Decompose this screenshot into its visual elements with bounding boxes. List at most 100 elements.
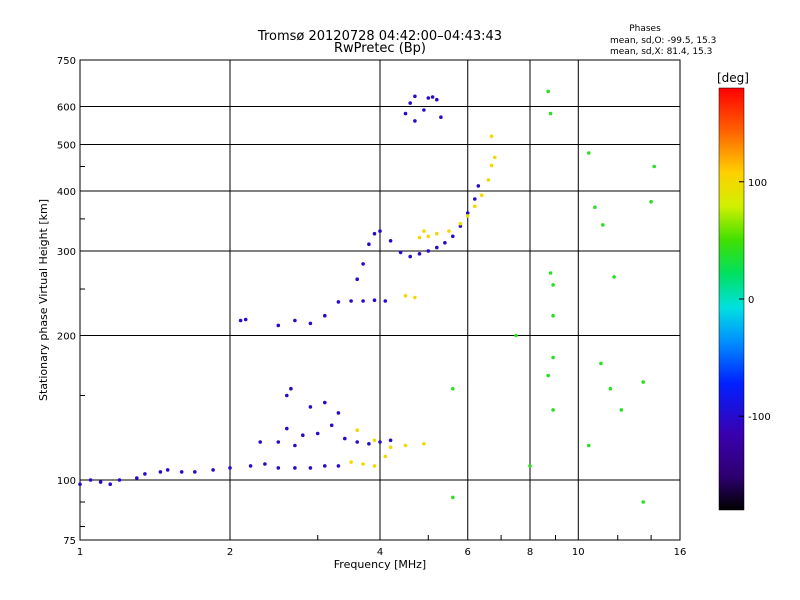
data-point xyxy=(599,361,603,366)
data-point xyxy=(476,184,481,188)
data-point xyxy=(422,229,426,233)
data-point xyxy=(228,466,232,470)
x-tick-label: 8 xyxy=(527,547,533,558)
data-point xyxy=(398,250,403,255)
data-point xyxy=(587,443,591,448)
data-point xyxy=(383,299,388,303)
colorbar-tick-label: -100 xyxy=(748,412,771,423)
data-point xyxy=(378,229,382,233)
data-point xyxy=(493,155,497,160)
y-tick-label: 75 xyxy=(63,536,76,547)
data-point xyxy=(308,405,313,409)
phases-header: Phases xyxy=(629,24,661,34)
data-point xyxy=(336,411,341,415)
data-point xyxy=(355,277,360,282)
data-point xyxy=(293,466,297,470)
y-tick-label: 750 xyxy=(57,56,76,67)
data-point xyxy=(323,313,327,318)
y-tick-label: 300 xyxy=(57,247,76,258)
data-point xyxy=(422,442,426,446)
data-point xyxy=(514,333,518,338)
y-tick-label: 200 xyxy=(57,332,76,343)
data-point xyxy=(383,454,388,459)
y-tick-label: 100 xyxy=(57,476,76,487)
data-point xyxy=(417,235,422,240)
data-point xyxy=(372,298,377,303)
data-point xyxy=(248,464,253,468)
data-point xyxy=(372,438,377,443)
data-point xyxy=(372,231,377,236)
x-tick-label: 4 xyxy=(377,547,383,558)
data-point xyxy=(528,464,532,468)
data-point xyxy=(443,241,447,245)
data-point xyxy=(388,438,393,443)
data-point xyxy=(486,178,491,182)
data-point xyxy=(263,462,267,466)
grid xyxy=(80,60,680,540)
data-point xyxy=(551,313,555,318)
data-point xyxy=(179,470,184,474)
data-point xyxy=(465,211,470,215)
data-point xyxy=(430,95,435,99)
data-point xyxy=(465,214,470,218)
data-point xyxy=(349,299,353,303)
data-point xyxy=(165,468,170,472)
data-point xyxy=(587,151,591,155)
data-point xyxy=(276,440,281,444)
data-point xyxy=(473,197,477,201)
data-point xyxy=(413,119,417,123)
data-point xyxy=(308,466,313,470)
data-point xyxy=(336,300,341,304)
data-point xyxy=(238,318,243,323)
phase-stat-x: mean, sd,X: 81.4, 15.3 xyxy=(610,47,712,57)
data-point xyxy=(451,234,455,239)
data-point xyxy=(193,470,197,474)
data-point xyxy=(422,108,426,112)
data-point xyxy=(652,164,656,169)
data-point xyxy=(88,478,93,482)
x-axis-label: Frequency [MHz] xyxy=(334,558,426,571)
data-point xyxy=(276,323,281,328)
data-point xyxy=(408,254,413,259)
data-point xyxy=(143,472,147,476)
data-point xyxy=(649,199,653,204)
data-point xyxy=(601,223,605,227)
data-point xyxy=(289,386,293,391)
data-point xyxy=(355,428,360,433)
data-point xyxy=(447,229,451,233)
y-axis-label: Stationary phase Virtual Height [km] xyxy=(37,199,50,401)
data-point xyxy=(117,478,122,482)
data-point xyxy=(551,355,555,360)
data-point xyxy=(78,482,82,487)
data-point xyxy=(349,460,353,464)
y-tick-label: 500 xyxy=(57,141,76,152)
data-point xyxy=(361,462,365,466)
data-point xyxy=(293,443,297,448)
data-point xyxy=(329,423,334,428)
data-point xyxy=(435,245,439,250)
data-point xyxy=(548,111,553,116)
data-point xyxy=(308,321,313,326)
data-point xyxy=(435,231,439,236)
data-point xyxy=(361,299,365,303)
data-point xyxy=(426,96,431,100)
data-point xyxy=(546,89,550,94)
phase-stat-o: mean, sd,O: -99.5, 15.3 xyxy=(610,36,716,46)
data-point xyxy=(355,440,360,444)
x-tick-label: 1 xyxy=(77,547,83,558)
chart-title: Tromsø 20120728 04:42:00–04:43:43 xyxy=(257,29,502,44)
data-point xyxy=(388,239,393,243)
data-point xyxy=(413,94,417,99)
data-point xyxy=(473,204,477,208)
data-point xyxy=(211,468,215,472)
x-tick-label: 2 xyxy=(227,547,233,558)
data-point xyxy=(258,440,263,444)
data-point xyxy=(378,440,382,444)
data-point xyxy=(285,393,289,398)
data-point xyxy=(403,111,408,116)
data-point xyxy=(413,295,417,300)
data-point xyxy=(593,205,597,210)
chart-subtitle: RwPretec (Bp) xyxy=(334,41,426,56)
data-point xyxy=(408,101,413,105)
data-point xyxy=(426,249,431,253)
